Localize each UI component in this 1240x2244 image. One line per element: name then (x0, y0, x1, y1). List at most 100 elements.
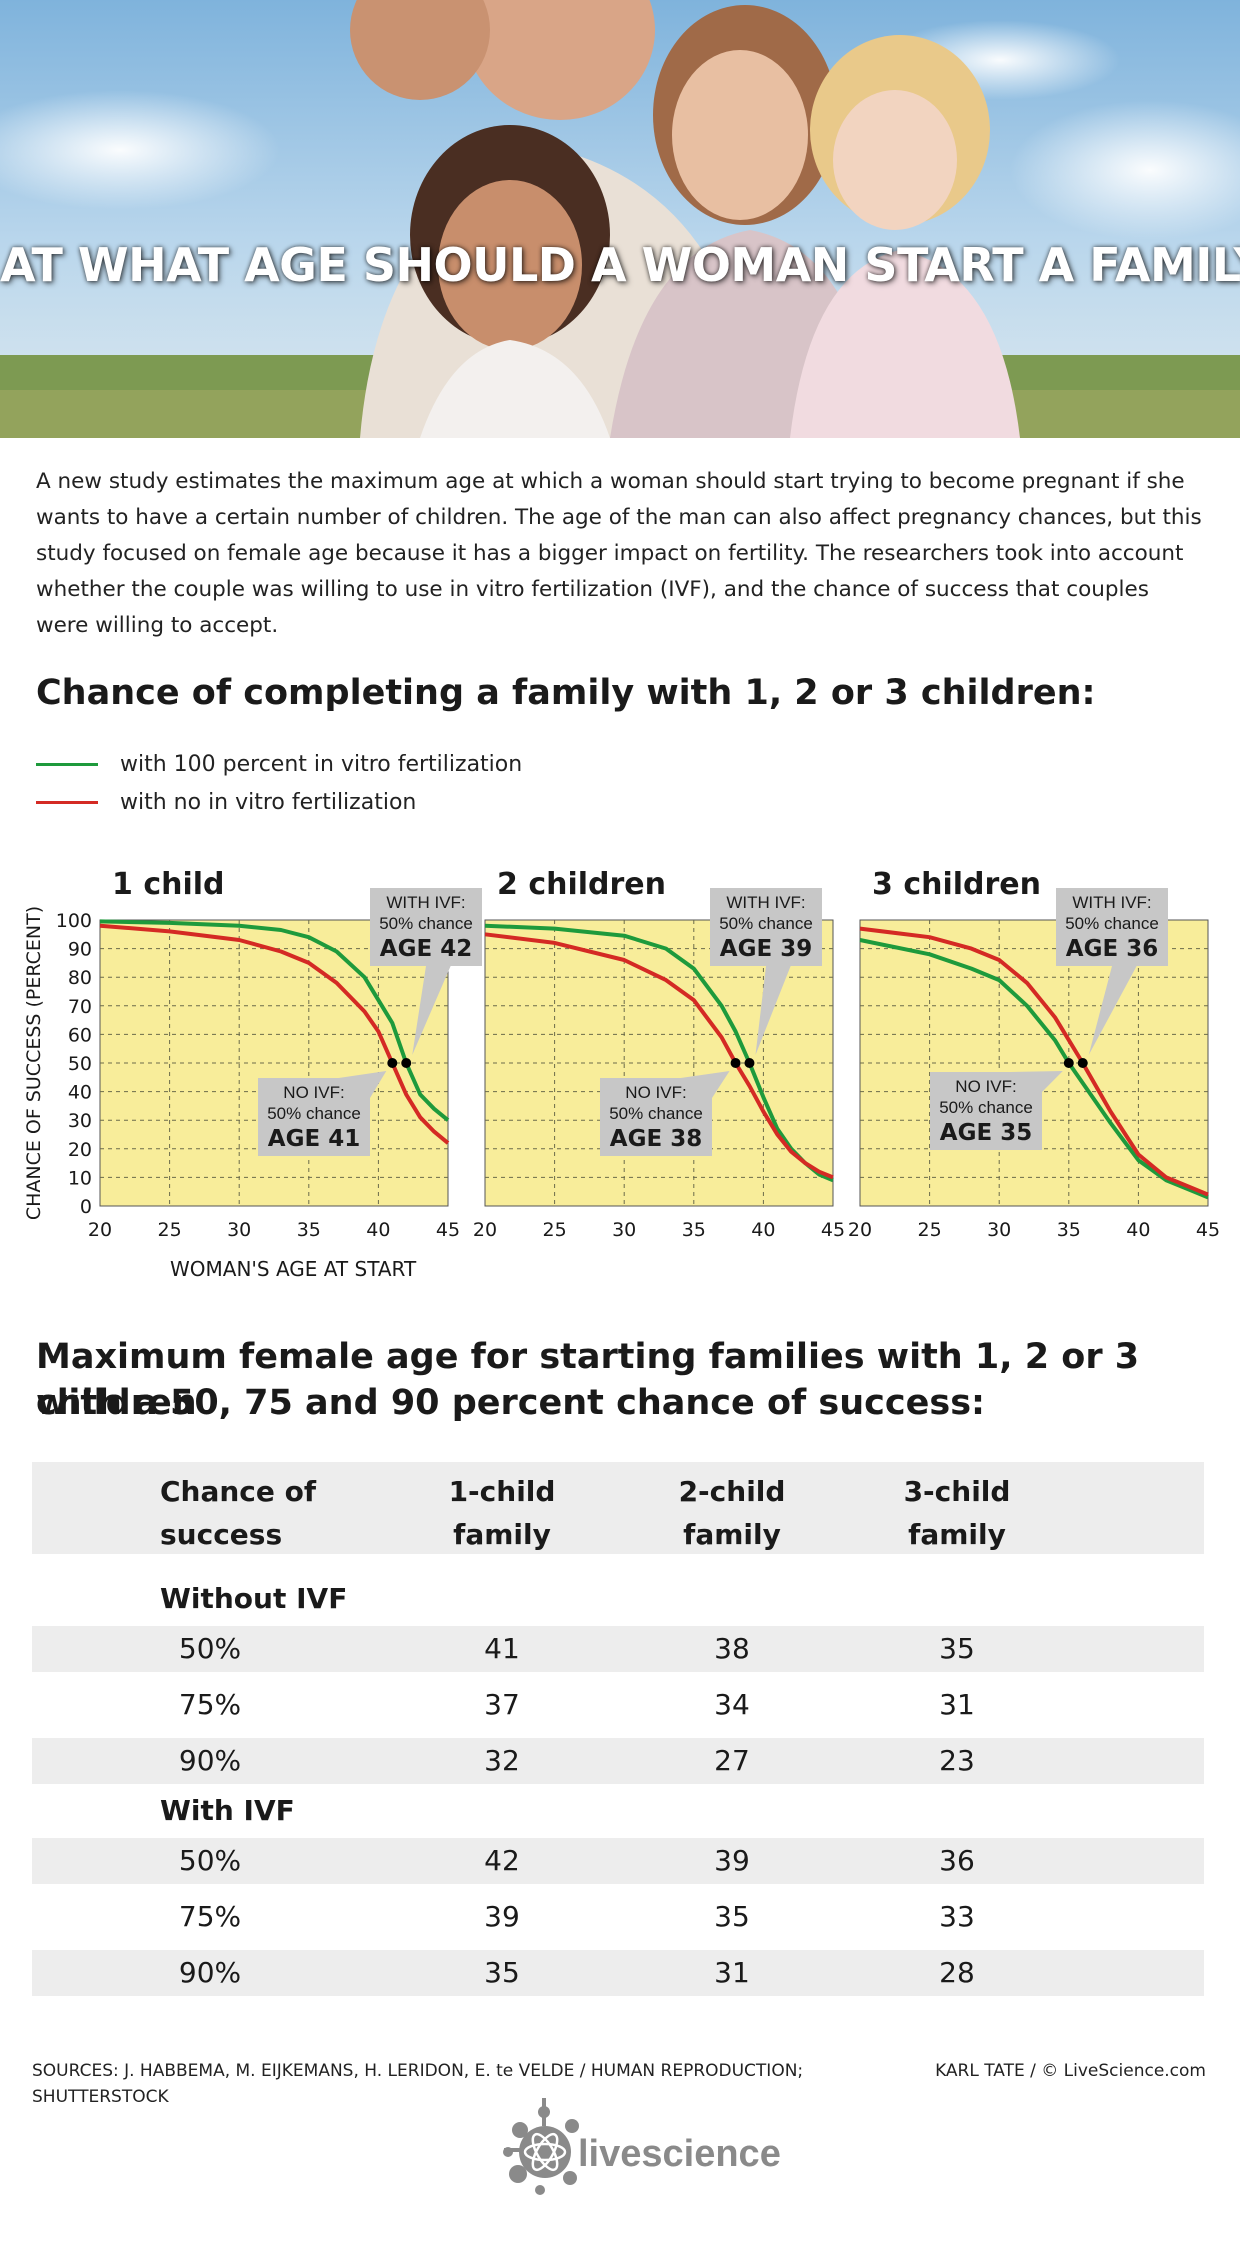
legend-item-ivf: with 100 percent in vitro fertilization (36, 745, 522, 783)
legend-swatch-ivf (36, 762, 98, 766)
callout-box (600, 1071, 730, 1156)
y-tick-label: 100 (56, 910, 92, 932)
row-age-cell: 23 (939, 1744, 975, 1777)
logo-wordmark: livescience (578, 2133, 780, 2175)
row-chance-cell: 90% (178, 1956, 242, 1989)
x-tick-label: 40 (1126, 1219, 1150, 1241)
callout-age: AGE 36 (1066, 936, 1158, 962)
table-header-cell: Chance of success (160, 1470, 360, 1556)
y-tick-label: 80 (68, 967, 92, 989)
x-tick-label: 40 (366, 1219, 390, 1241)
legend-item-no-ivf: with no in vitro fertilization (36, 783, 522, 821)
x-tick-label: 45 (436, 1219, 460, 1241)
table-header (32, 1462, 1204, 1554)
row-age-cell: 27 (714, 1744, 750, 1777)
callout-age: AGE 39 (720, 936, 812, 962)
legend-label-no-ivf: with no in vitro fertilization (120, 789, 417, 815)
splatter-icon (503, 2098, 579, 2195)
legend-swatch-no-ivf (36, 800, 98, 804)
header-line-1: Chance of (160, 1475, 317, 1508)
hero-banner: AT WHAT AGE SHOULD A WOMAN START A FAMIL… (0, 0, 1240, 438)
row-age-cell: 39 (484, 1900, 520, 1933)
charts-svg: 1 child 20 25 30 35 40 45 0 10 20 30 40 50 60 70 80 90 10… (23, 867, 1220, 1281)
y-axis-label: CHANCE OF SUCCESS (PERCENT) (23, 906, 45, 1220)
header-line-2: family (683, 1518, 781, 1551)
callout-no-ivf: NO IVF: 50% chance AGE 38 (600, 1071, 730, 1156)
chart-2: 2 children 20 25 30 35 40 45 WITH IVF: 50% chanc… (473, 867, 845, 1241)
series-line-no-ivf (859, 926, 1209, 1197)
fifty-percent-marker (401, 1058, 412, 1068)
callout-age: AGE 38 (610, 1126, 702, 1152)
row-age-cell: 35 (484, 1956, 520, 1989)
x-tick-label: 30 (227, 1219, 251, 1241)
x-tick-label: 35 (682, 1219, 706, 1241)
livescience-logo-mark: livescience (503, 2098, 781, 2195)
callout-line-2: 50% chance (609, 1104, 703, 1123)
row-age-cell: 41 (484, 1632, 520, 1665)
row-age-cell: 31 (714, 1956, 750, 1989)
callout-age: AGE 35 (940, 1120, 1032, 1146)
table-row: 75% 37 34 31 (32, 1682, 1204, 1728)
credit-text: KARL TATE / © LiveScience.com (935, 2061, 1206, 2081)
callout-no-ivf: NO IVF: 50% chance AGE 35 (930, 1071, 1063, 1150)
callout-age: AGE 41 (268, 1126, 360, 1152)
row-age-cell: 28 (939, 1956, 975, 1989)
callout-line-2: 50% chance (379, 914, 473, 933)
fifty-percent-marker (1063, 1058, 1074, 1068)
callout-line-1: WITH IVF: (1072, 893, 1151, 912)
x-tick-label: 35 (297, 1219, 321, 1241)
header-line-1: 2-child (678, 1475, 786, 1508)
fifty-percent-marker (744, 1058, 755, 1068)
fifty-percent-marker (730, 1058, 741, 1068)
charts-row: 1 child 20 25 30 35 40 45 0 10 20 30 40 50 60 70 80 90 10… (0, 850, 1240, 1295)
callout-box (930, 1071, 1063, 1150)
row-chance-cell: 90% (178, 1744, 242, 1777)
row-chance-cell: 75% (178, 1900, 242, 1933)
y-tick-label: 30 (68, 1110, 92, 1132)
y-tick-label: 10 (68, 1167, 92, 1189)
section-title-max-age-1: Maximum female age for starting families… (36, 1337, 1140, 1423)
series-line-ivf (99, 919, 450, 1122)
callout-box (710, 888, 822, 1055)
x-tick-label: 40 (751, 1219, 775, 1241)
y-tick-label: 60 (68, 1024, 92, 1046)
x-tick-label: 20 (473, 1219, 497, 1241)
chart-3: 3 children 20 25 30 35 40 45 WITH IVF: 50% chanc… (848, 867, 1220, 1241)
callout-age: AGE 42 (380, 936, 472, 962)
row-age-cell: 42 (484, 1844, 520, 1877)
callout-with-ivf: WITH IVF: 50% chance AGE 36 (1056, 888, 1168, 1055)
row-age-cell: 31 (939, 1688, 975, 1721)
series-line-no-ivf (484, 932, 834, 1180)
row-age-cell: 34 (714, 1688, 750, 1721)
header-line-2: family (453, 1518, 551, 1551)
table-header-cell: 3-child family (882, 1470, 1032, 1556)
fifty-percent-marker (1077, 1058, 1088, 1068)
row-age-cell: 39 (714, 1844, 750, 1877)
x-tick-label: 20 (88, 1219, 112, 1241)
row-age-cell: 32 (484, 1744, 520, 1777)
chart-title: 1 child (112, 867, 225, 902)
chart-title: 2 children (497, 867, 666, 902)
livescience-logo: livescience (500, 2090, 781, 2205)
callout-box (370, 888, 482, 1055)
hero-title: AT WHAT AGE SHOULD A WOMAN START A FAMIL… (0, 238, 1240, 292)
callout-line-2: 50% chance (267, 1104, 361, 1123)
table-row: 75% 39 35 33 (32, 1894, 1204, 1940)
callout-with-ivf: WITH IVF: 50% chance AGE 42 (370, 888, 482, 1055)
chart-1: 1 child 20 25 30 35 40 45 0 10 20 30 40 50 60 70 80 90 10… (23, 867, 482, 1281)
row-chance-cell: 50% (178, 1632, 242, 1665)
x-tick-label: 30 (987, 1219, 1011, 1241)
table-group-label: Without IVF (160, 1582, 348, 1615)
callout-line-2: 50% chance (1065, 914, 1159, 933)
y-tick-label: 70 (68, 996, 92, 1018)
table-row: 90% 35 31 28 (32, 1950, 1204, 1996)
row-age-cell: 36 (939, 1844, 975, 1877)
callout-line-1: NO IVF: (625, 1083, 686, 1102)
section-title-max-age-2: with a 50, 75 and 90 percent chance of s… (36, 1383, 986, 1423)
x-tick-label: 25 (543, 1219, 567, 1241)
chart-legend: with 100 percent in vitro fertilization … (36, 745, 522, 821)
row-age-cell: 35 (714, 1900, 750, 1933)
row-age-cell: 37 (484, 1688, 520, 1721)
intro-paragraph: A new study estimates the maximum age at… (36, 469, 1202, 638)
x-tick-label: 30 (612, 1219, 636, 1241)
